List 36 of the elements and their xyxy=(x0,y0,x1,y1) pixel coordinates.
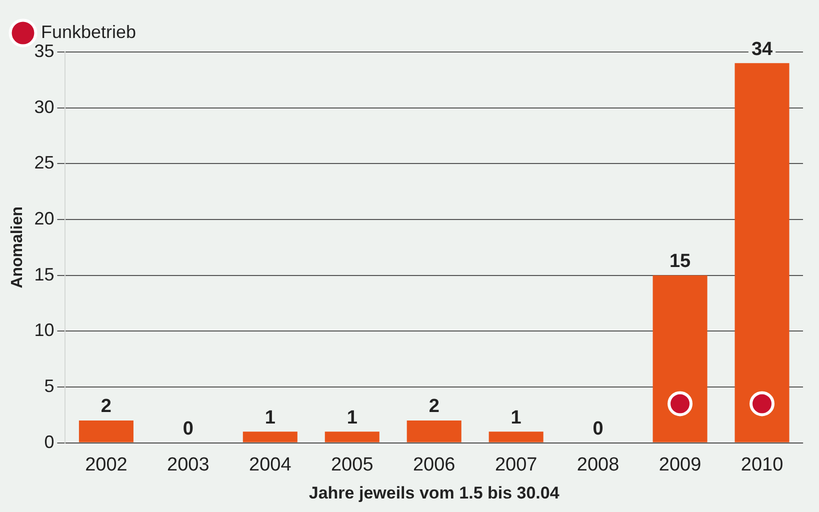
y-tick-label: 20 xyxy=(34,208,54,228)
bar xyxy=(488,432,544,442)
y-axis-title: Anomalien xyxy=(9,206,26,288)
x-tick-label: 2009 xyxy=(658,454,702,476)
y-tick-label: 35 xyxy=(34,40,54,61)
x-axis-title: Jahre jeweils vom 1.5 bis 30.04 xyxy=(308,483,560,502)
data-label: 2 xyxy=(428,396,440,418)
data-label: 1 xyxy=(264,407,276,428)
bar xyxy=(734,63,790,442)
x-tick-label: 2002 xyxy=(85,454,128,476)
data-label: 0 xyxy=(182,418,194,440)
bar xyxy=(406,420,462,442)
y-tick-label: 25 xyxy=(34,152,54,173)
data-label: 34 xyxy=(751,38,774,60)
y-tick-label: 0 xyxy=(44,432,54,452)
x-tick-label: 2005 xyxy=(330,454,374,476)
legend-label: Funkbetrieb xyxy=(41,22,136,42)
x-tick-label: 2010 xyxy=(740,454,784,476)
data-label: 1 xyxy=(510,407,522,428)
y-tick-label: 30 xyxy=(34,96,54,117)
data-label: 15 xyxy=(669,251,692,272)
x-tick-label: 2008 xyxy=(576,454,620,476)
bar xyxy=(242,432,298,442)
x-tick-label: 2006 xyxy=(412,454,456,476)
data-label: 2 xyxy=(100,396,112,418)
y-tick-label: 10 xyxy=(34,320,54,340)
bar xyxy=(78,420,134,442)
bar xyxy=(324,432,380,442)
data-label: 1 xyxy=(346,407,358,428)
x-tick-label: 2003 xyxy=(167,454,210,476)
data-label: 0 xyxy=(592,418,604,440)
x-tick-label: 2004 xyxy=(249,454,292,476)
x-tick-label: 2007 xyxy=(494,454,538,476)
y-tick-label: 5 xyxy=(44,376,54,396)
y-tick-label: 15 xyxy=(34,264,54,284)
bar xyxy=(652,275,708,442)
